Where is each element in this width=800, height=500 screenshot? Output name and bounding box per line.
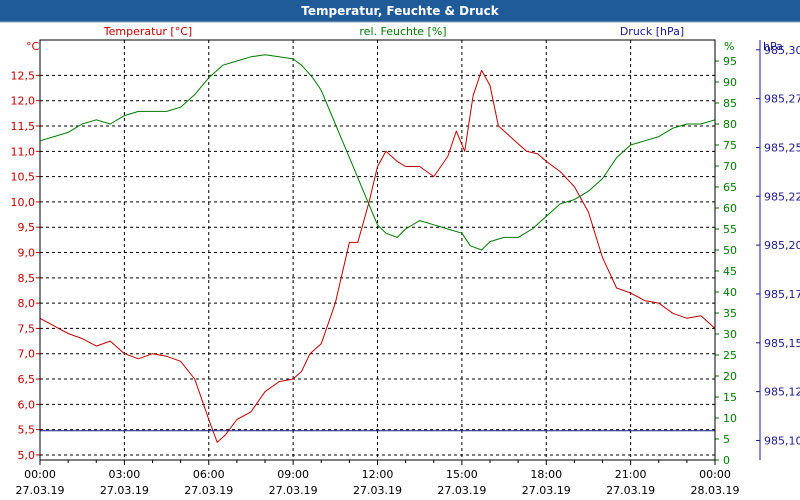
humidity-tick-label: 60 <box>723 202 737 215</box>
x-tick-date: 27.03.19 <box>269 484 318 497</box>
temperature-tick-label: 9,5 <box>18 221 36 234</box>
humidity-tick-label: 70 <box>723 160 737 173</box>
humidity-unit: % <box>724 40 734 53</box>
x-tick-date: 27.03.19 <box>16 484 65 497</box>
humidity-tick-label: 15 <box>723 391 737 404</box>
temperature-tick-label: 11,0 <box>11 145 36 158</box>
axis-ticks: 00:00 27.03.19 03:00 27.03.19 06:00 27.03.19 0… <box>11 44 800 497</box>
pressure-tick-label: 985,22 <box>764 190 800 203</box>
humidity-tick-label: 75 <box>723 139 737 152</box>
humidity-tick-label: 25 <box>723 349 737 362</box>
pressure-tick-label: 985,17 <box>764 288 800 301</box>
x-tick-date: 27.03.19 <box>100 484 149 497</box>
x-tick-time: 15:00 <box>446 468 478 481</box>
humidity-axis-label: rel. Feuchte [%] <box>359 25 446 38</box>
humidity-tick-label: 5 <box>723 433 730 446</box>
plot-frame <box>39 39 716 461</box>
temperature-tick-label: 11,5 <box>11 120 36 133</box>
humidity-tick-label: 65 <box>723 181 737 194</box>
temperature-tick-label: 12,0 <box>11 95 36 108</box>
series-line-humidity <box>39 54 716 251</box>
temperature-tick-label: 10,0 <box>11 196 36 209</box>
pressure-tick-label: 985,25 <box>764 141 800 154</box>
title-bar <box>0 0 800 22</box>
x-tick-time: 03:00 <box>109 468 141 481</box>
x-tick-time: 21:00 <box>615 468 647 481</box>
temperature-tick-label: 7,5 <box>18 322 36 335</box>
humidity-tick-label: 90 <box>723 76 737 89</box>
pressure-tick-label: 985,12 <box>764 386 800 399</box>
humidity-tick-label: 35 <box>723 307 737 320</box>
temperature-tick-label: 5,5 <box>18 424 36 437</box>
humidity-tick-label: 20 <box>723 370 737 383</box>
x-tick-time: 06:00 <box>193 468 225 481</box>
humidity-tick-label: 45 <box>723 265 737 278</box>
humidity-tick-label: 0 <box>723 454 730 467</box>
humidity-tick-label: 85 <box>723 97 737 110</box>
temperature-tick-label: 6,0 <box>18 398 36 411</box>
humidity-tick-label: 80 <box>723 118 737 131</box>
x-tick-date: 27.03.19 <box>353 484 402 497</box>
humidity-tick-label: 95 <box>723 55 737 68</box>
humidity-tick-label: 50 <box>723 244 737 257</box>
temperature-unit: °C <box>26 40 40 53</box>
x-tick-date: 27.03.19 <box>437 484 486 497</box>
x-tick-date: 27.03.19 <box>522 484 571 497</box>
humidity-tick-label: 10 <box>723 412 737 425</box>
temperature-axis-label: Temperatur [°C] <box>103 25 192 38</box>
x-tick-time: 00:00 <box>24 468 56 481</box>
pressure-unit: hPa <box>763 40 783 53</box>
x-tick-date: 27.03.19 <box>606 484 655 497</box>
humidity-tick-label: 55 <box>723 223 737 236</box>
temperature-tick-label: 7,0 <box>18 348 36 361</box>
pressure-tick-label: 985,30 <box>764 44 800 57</box>
temperature-tick-label: 9,0 <box>18 247 36 260</box>
x-tick-time: 12:00 <box>362 468 394 481</box>
temperature-tick-label: 8,5 <box>18 272 36 285</box>
x-tick-date: 27.03.19 <box>184 484 233 497</box>
chart-title: Temperatur, Feuchte & Druck <box>301 4 499 18</box>
pressure-tick-label: 985,20 <box>764 239 800 252</box>
pressure-tick-label: 985,10 <box>764 434 800 447</box>
pressure-tick-label: 985,27 <box>764 93 800 106</box>
x-tick-time: 18:00 <box>530 468 562 481</box>
pressure-axis-label: Druck [hPa] <box>620 25 684 38</box>
humidity-tick-label: 40 <box>723 286 737 299</box>
temperature-tick-label: 10,5 <box>11 171 36 184</box>
humidity-tick-label: 30 <box>723 328 737 341</box>
series-line-temperature <box>39 69 716 443</box>
x-tick-time: 00:00 <box>699 468 731 481</box>
grid <box>40 40 715 460</box>
temperature-tick-label: 6,5 <box>18 373 36 386</box>
x-tick-time: 09:00 <box>277 468 309 481</box>
temperature-tick-label: 5,0 <box>18 449 36 462</box>
pressure-tick-label: 985,15 <box>764 337 800 350</box>
x-tick-date: 28.03.19 <box>691 484 740 497</box>
series-lines <box>39 54 716 443</box>
temperature-tick-label: 12,5 <box>11 69 36 82</box>
temperature-tick-label: 8,0 <box>18 297 36 310</box>
